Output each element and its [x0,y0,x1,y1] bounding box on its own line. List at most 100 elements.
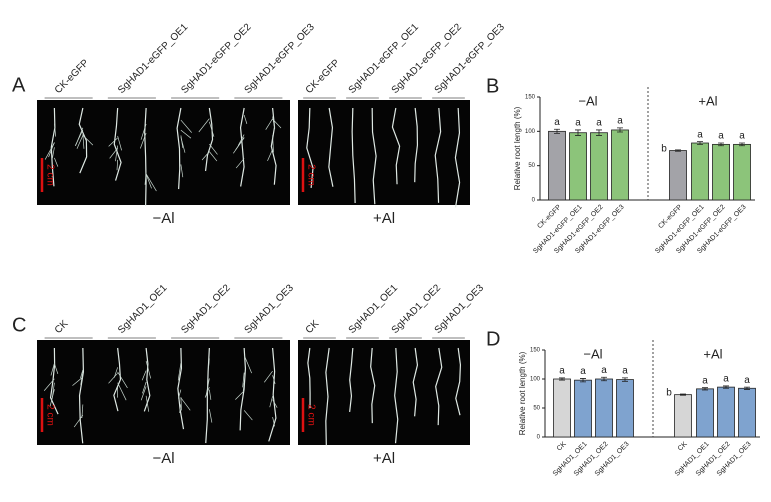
bar [616,379,634,438]
sample-label: SgHAD1-eGFP_OE1 [116,21,191,96]
error-bar [744,386,750,390]
scale-label: 2 cm [44,404,55,426]
root [204,107,214,172]
significance-letter: a [554,117,560,128]
sample-label: CK-eGFP [304,57,343,96]
bar [669,150,687,201]
lateral-root [43,378,55,391]
y-tick-label: 100 [530,377,541,383]
lateral-root [144,172,147,185]
root [370,347,376,424]
lateral-root [145,360,152,379]
significance-letter: a [697,129,703,140]
lateral-root [265,118,273,130]
lateral-root [117,382,127,401]
root [455,347,462,416]
lateral-root [208,358,210,369]
sample-label: SgHAD1_OE1 [116,282,170,336]
error-bar [622,377,628,382]
significance-letter: a [718,131,724,142]
lateral-root [237,134,245,146]
error-bar [739,142,745,147]
lateral-root [179,404,182,413]
bar [574,379,592,438]
lateral-root [201,151,210,161]
root [391,107,401,185]
root [78,347,85,444]
x-tick-label: CK [677,441,689,453]
root [239,107,245,187]
group-label: +Al [703,346,722,361]
lateral-root [140,123,147,140]
root [78,107,88,174]
lateral-root [243,114,248,125]
bar [569,132,587,201]
root [351,107,356,203]
lateral-root [242,383,245,392]
error-bar [596,129,602,136]
group-label: −Al [578,93,597,108]
root [177,347,185,430]
lateral-root [145,173,152,189]
root [143,347,151,412]
root [434,107,442,203]
root [176,107,182,190]
lateral-root [145,173,157,192]
root [144,107,147,206]
y-tick-label: 100 [525,129,536,135]
lateral-root [74,129,84,146]
bar [611,129,629,201]
condition-label: +Al [373,450,395,467]
bar [733,143,751,201]
lateral-root [50,363,55,376]
lateral-root [242,372,245,388]
lateral-root [54,363,59,374]
y-tick-label: 0 [532,198,536,204]
root [394,347,399,444]
significance-letter: a [739,131,745,142]
root [349,347,354,412]
sample-label: SgHAD1-eGFP_OE2 [179,21,254,96]
lateral-root [80,369,84,379]
lateral-root [209,151,218,162]
lateral-root [233,137,245,154]
lateral-root [272,375,276,384]
lateral-root [198,118,210,133]
error-bar [554,128,560,134]
significance-letter: a [622,365,628,376]
lateral-root [267,149,273,162]
significance-letter: a [559,365,565,376]
lateral-root [108,372,118,384]
error-bar [697,141,703,145]
significance-letter: a [601,365,607,376]
lateral-root [108,137,118,147]
bar [548,130,566,201]
scale-label: 2 cm [305,404,316,426]
lateral-root [180,164,184,178]
root [325,347,330,446]
lateral-root [178,389,182,399]
lateral-root [272,118,282,129]
lateral-root [54,123,57,137]
lateral-root [177,362,182,381]
lateral-root [209,409,213,423]
lateral-root [204,386,210,398]
y-axis-label: Relative root length (%) [513,106,522,190]
y-tick-label: 0 [537,435,541,441]
panel-letter: C [12,314,26,336]
condition-label: −Al [152,450,174,467]
bar [712,143,730,201]
lateral-root [180,129,192,139]
root [113,107,122,181]
root [328,107,334,187]
error-bar [680,393,686,396]
sample-label: SgHAD1-eGFP_OE1 [347,21,422,96]
lateral-root [180,135,184,148]
lateral-root [264,370,273,383]
bar [691,142,709,201]
root [268,347,277,442]
lateral-root [209,121,215,137]
root-photo [37,340,290,445]
significance-letter: b [666,388,672,399]
